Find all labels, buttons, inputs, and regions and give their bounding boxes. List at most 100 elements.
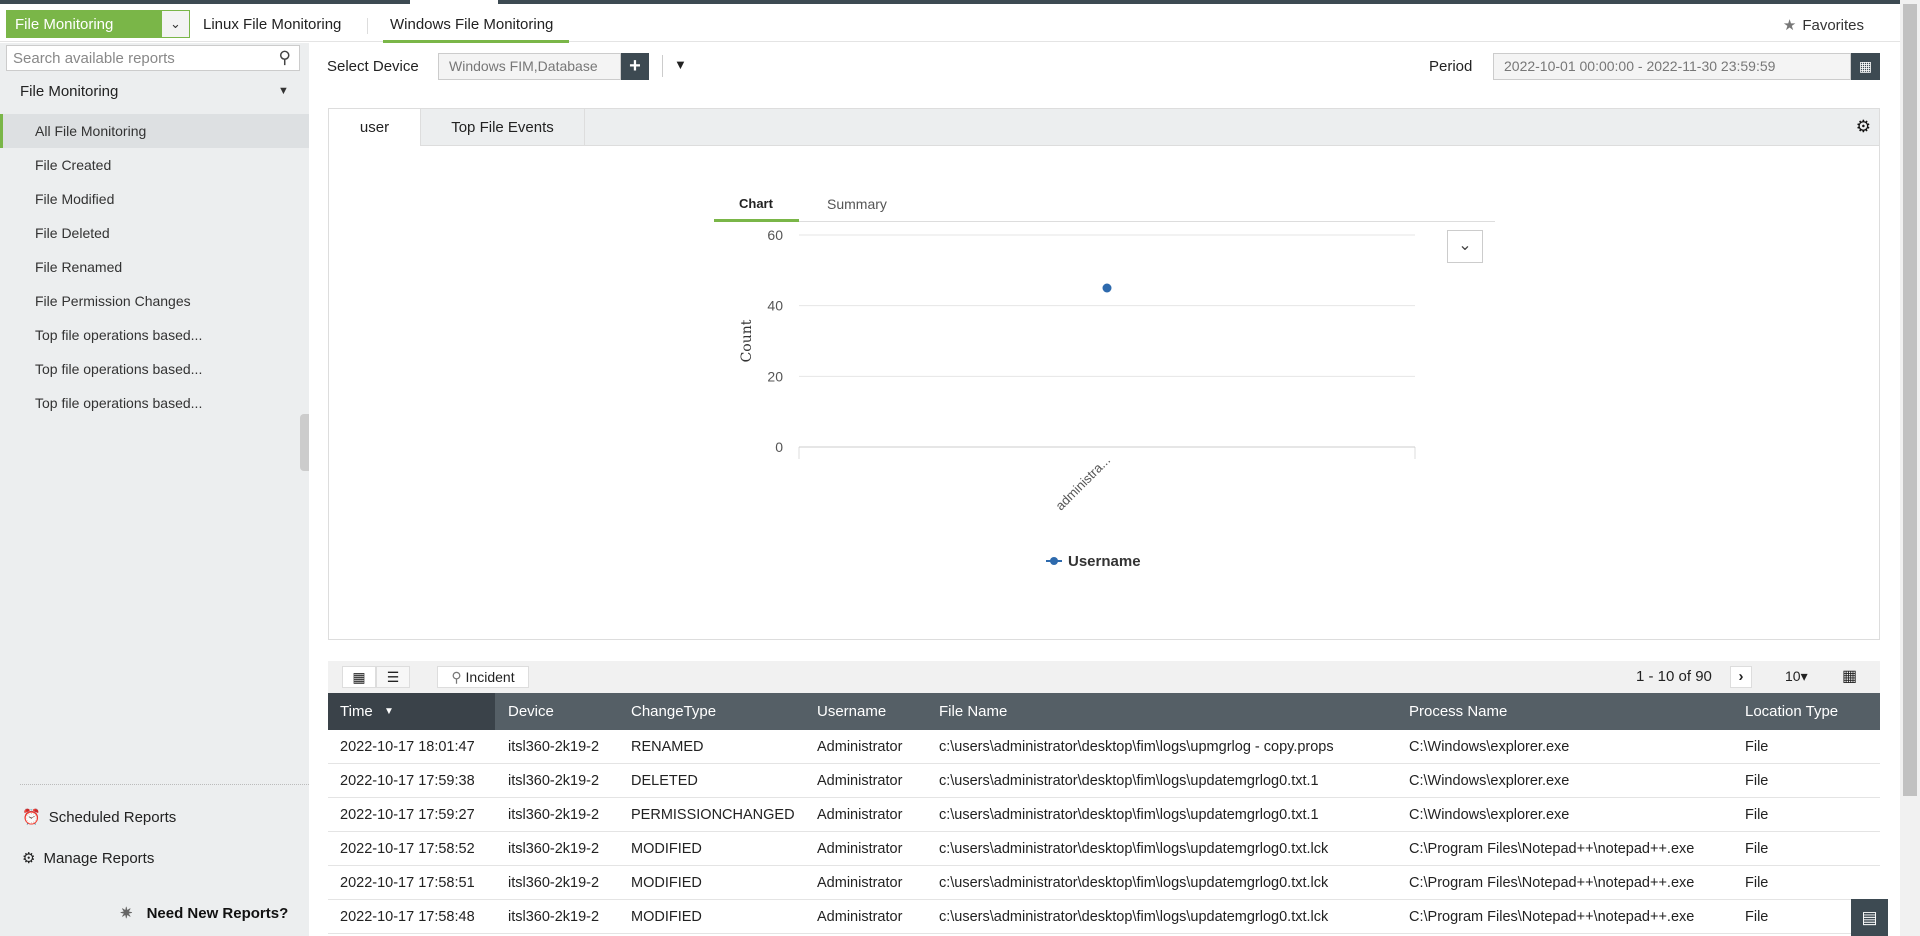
table-cell: File xyxy=(1745,909,1769,925)
sidebar-item[interactable]: File Modified xyxy=(35,191,115,207)
x-tick-label: administra... xyxy=(1052,453,1113,514)
page-size-value: 10 xyxy=(1785,668,1801,684)
page-size-select[interactable]: 10▾ xyxy=(1785,668,1808,684)
column-header[interactable]: ChangeType xyxy=(631,703,717,720)
next-page-button[interactable]: › xyxy=(1730,666,1752,688)
search-input[interactable]: Search available reports ⚲ xyxy=(6,45,300,71)
y-tick-label: 20 xyxy=(767,368,783,384)
table-cell: c:\users\administrator\desktop\fim\logs\… xyxy=(939,841,1329,857)
sidebar-item[interactable]: Top file operations based... xyxy=(35,361,203,377)
sorted-column-bg xyxy=(328,693,495,730)
manage-reports-link[interactable]: ⚙ Manage Reports xyxy=(22,849,155,868)
table-cell: Administrator xyxy=(817,875,903,891)
scrollbar-thumb[interactable] xyxy=(1903,4,1917,796)
favorites-button[interactable]: ★ Favorites xyxy=(1783,16,1864,34)
summary-tab[interactable]: Summary xyxy=(827,196,887,212)
alarm-clock-icon: ⏰ xyxy=(22,809,41,826)
need-new-reports-link[interactable]: ✷ Need New Reports? xyxy=(120,904,289,923)
data-point xyxy=(1102,283,1112,293)
column-header[interactable]: Location Type xyxy=(1745,703,1839,720)
sidebar-collapse-handle[interactable] xyxy=(300,414,309,471)
report-tabs: user Top File Events ⚙ xyxy=(329,109,1879,146)
table-cell: C:\Windows\explorer.exe xyxy=(1409,739,1570,755)
filter-icon[interactable]: ▼ xyxy=(674,57,687,72)
table-cell: MODIFIED xyxy=(631,875,702,891)
table-cell: File xyxy=(1745,807,1769,823)
sidebar-item[interactable]: File Deleted xyxy=(35,225,110,241)
manage-reports-label: Manage Reports xyxy=(43,849,155,867)
table-row[interactable]: 2022-10-17 17:59:27 itsl360-2k19-2 PERMISS… xyxy=(328,798,1880,832)
search-icon[interactable]: ⚲ xyxy=(278,48,291,67)
active-tab-underline xyxy=(714,219,799,222)
add-device-button[interactable]: + xyxy=(621,53,649,80)
sidebar-item[interactable]: File Created xyxy=(35,157,112,173)
column-header[interactable]: Process Name xyxy=(1409,703,1508,720)
table-view-icon[interactable]: ▦ xyxy=(342,666,376,688)
tab-user[interactable]: user xyxy=(329,109,421,146)
pagination-info: 1 - 10 of 90 xyxy=(1636,668,1712,685)
caret-down-icon[interactable]: ▼ xyxy=(278,85,289,97)
table-cell: itsl360-2k19-2 xyxy=(508,739,600,755)
table-cell: MODIFIED xyxy=(631,841,702,857)
need-new-reports-label: Need New Reports? xyxy=(146,904,289,922)
chart-tab[interactable]: Chart xyxy=(739,196,773,211)
sidebar-item[interactable]: All File Monitoring xyxy=(0,114,309,148)
table-cell: 2022-10-17 17:59:27 xyxy=(340,807,475,823)
divider xyxy=(367,18,368,34)
module-dropdown[interactable]: File Monitoring ⌄ xyxy=(6,10,190,38)
sidebar-item[interactable]: File Permission Changes xyxy=(35,293,191,309)
module-label: File Monitoring xyxy=(15,15,114,33)
table-row[interactable]: 2022-10-17 17:58:52 itsl360-2k19-2 MODIFIE… xyxy=(328,832,1880,866)
table-cell: itsl360-2k19-2 xyxy=(508,909,600,925)
y-tick-label: 60 xyxy=(767,227,783,243)
column-header[interactable]: Time xyxy=(340,703,373,720)
top-nav: File Monitoring ⌄ Linux File Monitoring … xyxy=(0,4,1900,43)
column-chooser-icon[interactable]: ▦ xyxy=(1842,668,1858,685)
column-header[interactable]: Username xyxy=(817,703,887,720)
chevron-down-icon[interactable]: ⌄ xyxy=(161,11,189,37)
table-row[interactable]: 2022-10-17 17:59:38 itsl360-2k19-2 DELETED… xyxy=(328,764,1880,798)
incident-button[interactable]: ⚲ Incident xyxy=(437,666,529,688)
table-cell: File xyxy=(1745,875,1769,891)
legend-marker xyxy=(1050,557,1058,565)
table-cell: 2022-10-17 18:01:47 xyxy=(340,739,475,755)
table-row[interactable]: 2022-10-17 17:58:48 itsl360-2k19-2 MODIFIE… xyxy=(328,900,1880,934)
y-axis-label: Count xyxy=(739,319,755,362)
table-cell: c:\users\administrator\desktop\fim\logs\… xyxy=(939,773,1319,789)
table-cell: itsl360-2k19-2 xyxy=(508,773,600,789)
legend-label: Username xyxy=(1068,553,1141,570)
gear-icon: ⚙ xyxy=(22,850,36,867)
table-header: Time ▼ Device ChangeType Username File Name Pr… xyxy=(328,693,1880,730)
period-input[interactable]: 2022-10-01 00:00:00 - 2022-11-30 23:59:5… xyxy=(1493,53,1851,80)
table-cell: Administrator xyxy=(817,909,903,925)
chat-icon[interactable]: ▤ xyxy=(1851,899,1888,936)
divider xyxy=(714,221,1495,222)
sidebar-item[interactable]: File Renamed xyxy=(35,259,123,275)
sidebar-item[interactable]: Top file operations based... xyxy=(35,395,203,411)
table-cell: C:\Windows\explorer.exe xyxy=(1409,807,1570,823)
sidebar-item[interactable]: Top file operations based... xyxy=(35,327,203,343)
tab-linux-file-monitoring[interactable]: Linux File Monitoring xyxy=(203,16,342,33)
table-cell: c:\users\administrator\desktop\fim\logs\… xyxy=(939,807,1319,823)
sort-desc-icon[interactable]: ▼ xyxy=(384,706,394,717)
gear-icon[interactable]: ⚙ xyxy=(1855,117,1871,136)
tab-windows-file-monitoring[interactable]: Windows File Monitoring xyxy=(390,16,554,33)
scheduled-reports-link[interactable]: ⏰ Scheduled Reports xyxy=(22,808,176,827)
lightbulb-icon: ✷ xyxy=(120,905,133,922)
column-header[interactable]: Device xyxy=(508,703,554,720)
table-cell: RENAMED xyxy=(631,739,704,755)
column-header[interactable]: File Name xyxy=(939,703,1008,720)
table-cell: 2022-10-17 17:58:51 xyxy=(340,875,475,891)
chart-options-dropdown[interactable]: ⌄ xyxy=(1447,230,1483,263)
table-cell: C:\Windows\explorer.exe xyxy=(1409,773,1570,789)
scrollbar[interactable] xyxy=(1900,0,1920,936)
table-cell: MODIFIED xyxy=(631,909,702,925)
tab-top-file-events[interactable]: Top File Events xyxy=(421,109,585,146)
sidebar-section-title[interactable]: File Monitoring xyxy=(20,83,119,100)
calendar-icon[interactable]: ▦ xyxy=(1851,53,1880,80)
table-cell: c:\users\administrator\desktop\fim\logs\… xyxy=(939,739,1334,755)
device-input[interactable]: Windows FIM,Database xyxy=(438,53,621,80)
table-row[interactable]: 2022-10-17 18:01:47 itsl360-2k19-2 RENAMED… xyxy=(328,730,1880,764)
table-row[interactable]: 2022-10-17 17:58:51 itsl360-2k19-2 MODIFIE… xyxy=(328,866,1880,900)
list-view-icon[interactable]: ☰ xyxy=(376,666,410,688)
